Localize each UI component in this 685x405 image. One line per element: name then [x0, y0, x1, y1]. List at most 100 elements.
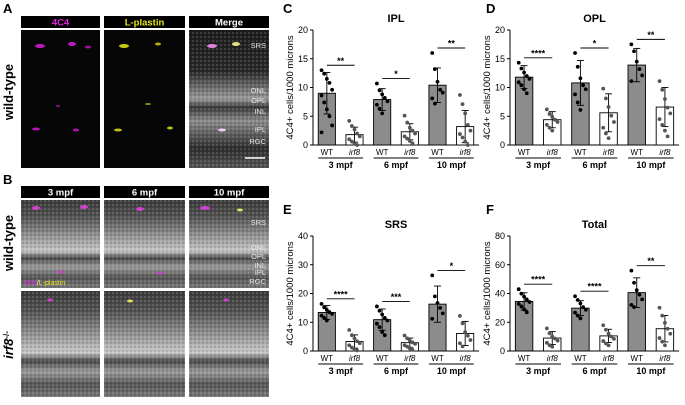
data-point: [352, 336, 357, 341]
cell-merge: [218, 128, 226, 132]
data-point: [382, 95, 387, 100]
data-point: [465, 333, 470, 338]
data-point: [547, 331, 552, 336]
x-category-label: WT: [518, 148, 531, 157]
data-point: [663, 97, 667, 101]
data-point: [519, 304, 524, 309]
data-point: [575, 100, 580, 105]
data-point: [380, 111, 385, 116]
data-point: [322, 100, 327, 105]
data-point: [347, 118, 352, 123]
data-point: [377, 106, 382, 111]
panel-letter-c: C: [283, 1, 293, 16]
data-point: [430, 96, 435, 101]
y-tick-label: 20: [298, 289, 308, 299]
header-box-4c4: [21, 16, 100, 28]
x-category-label: irf8: [659, 354, 671, 363]
significance-label: ***: [391, 292, 402, 302]
cell-merge: [80, 205, 88, 209]
data-point: [430, 51, 435, 55]
y-tick-label: 15: [495, 54, 505, 64]
data-point: [660, 122, 665, 127]
data-point: [385, 99, 390, 104]
stain-legend: 4C4/L-plastin: [24, 280, 65, 287]
data-point: [324, 307, 329, 312]
data-point: [555, 120, 560, 124]
x-category-label: irf8: [603, 354, 615, 363]
data-point: [603, 96, 608, 101]
y-tick-label: 40: [495, 289, 505, 299]
x-category-label: WT: [431, 354, 444, 363]
data-point: [355, 339, 360, 344]
data-point: [463, 111, 468, 116]
header-6mpf: 6 mpf: [132, 188, 158, 199]
data-point: [578, 108, 583, 112]
data-point: [524, 297, 529, 302]
data-point: [637, 292, 642, 297]
cell-merge: [127, 299, 133, 303]
cell-merge: [232, 42, 240, 46]
x-category-label: irf8: [349, 148, 361, 157]
data-point: [516, 80, 521, 85]
y-tick-label: 0: [500, 346, 505, 356]
header-box-merge: [189, 16, 269, 28]
data-point: [347, 328, 352, 332]
data-point: [357, 134, 362, 139]
data-point: [573, 310, 577, 315]
data-point: [522, 70, 526, 75]
data-point: [583, 307, 588, 312]
data-point: [527, 76, 532, 81]
data-point: [460, 344, 465, 349]
data-point: [665, 134, 670, 139]
data-point: [519, 291, 524, 296]
data-point: [601, 339, 606, 343]
data-point: [322, 71, 327, 76]
data-point: [632, 280, 636, 285]
cell-4c4: [32, 127, 40, 131]
x-category-label: irf8: [460, 354, 472, 363]
data-point: [355, 348, 360, 353]
data-point: [407, 139, 412, 143]
data-point: [606, 136, 611, 141]
y-tick-label: 0: [500, 140, 505, 150]
data-point: [606, 105, 611, 109]
cell-merge: [207, 44, 217, 48]
chart-title: SRS: [385, 219, 408, 231]
data-point: [522, 87, 526, 92]
y-tick-label: 5: [500, 111, 505, 121]
data-point: [657, 305, 662, 310]
data-point: [430, 273, 435, 278]
data-point: [555, 338, 560, 343]
row-label-irf8-sup: -/-: [2, 331, 11, 339]
x-group-label: 6 mpf: [582, 366, 607, 376]
layer-label-onl: ONL: [251, 86, 266, 95]
data-point: [553, 117, 557, 122]
x-category-label: WT: [376, 148, 389, 157]
data-point: [609, 334, 614, 339]
panel-letter-a: A: [3, 1, 13, 16]
data-point: [410, 141, 415, 146]
header-10mpf: 10 mpf: [214, 188, 245, 199]
data-point: [657, 79, 662, 84]
row-label-irf8-gene: irf8: [1, 338, 16, 359]
data-point: [457, 341, 462, 346]
y-tick-label: 15: [298, 54, 308, 64]
data-point: [519, 83, 524, 88]
x-group-label: 10 mpf: [437, 160, 467, 170]
data-point: [640, 73, 645, 78]
data-point: [380, 330, 385, 334]
data-point: [440, 311, 445, 316]
cell-lplastin: [167, 126, 173, 130]
data-point: [524, 74, 529, 78]
data-point: [440, 90, 445, 95]
data-point: [524, 91, 529, 96]
layer-label-ipl: IPL: [255, 268, 266, 277]
significance-label: **: [337, 56, 345, 66]
data-point: [663, 343, 667, 348]
cell-merge: [237, 208, 243, 212]
x-category-label: WT: [321, 354, 334, 363]
data-point: [665, 326, 670, 331]
micrograph-texture: [104, 291, 185, 397]
data-point: [380, 312, 385, 317]
